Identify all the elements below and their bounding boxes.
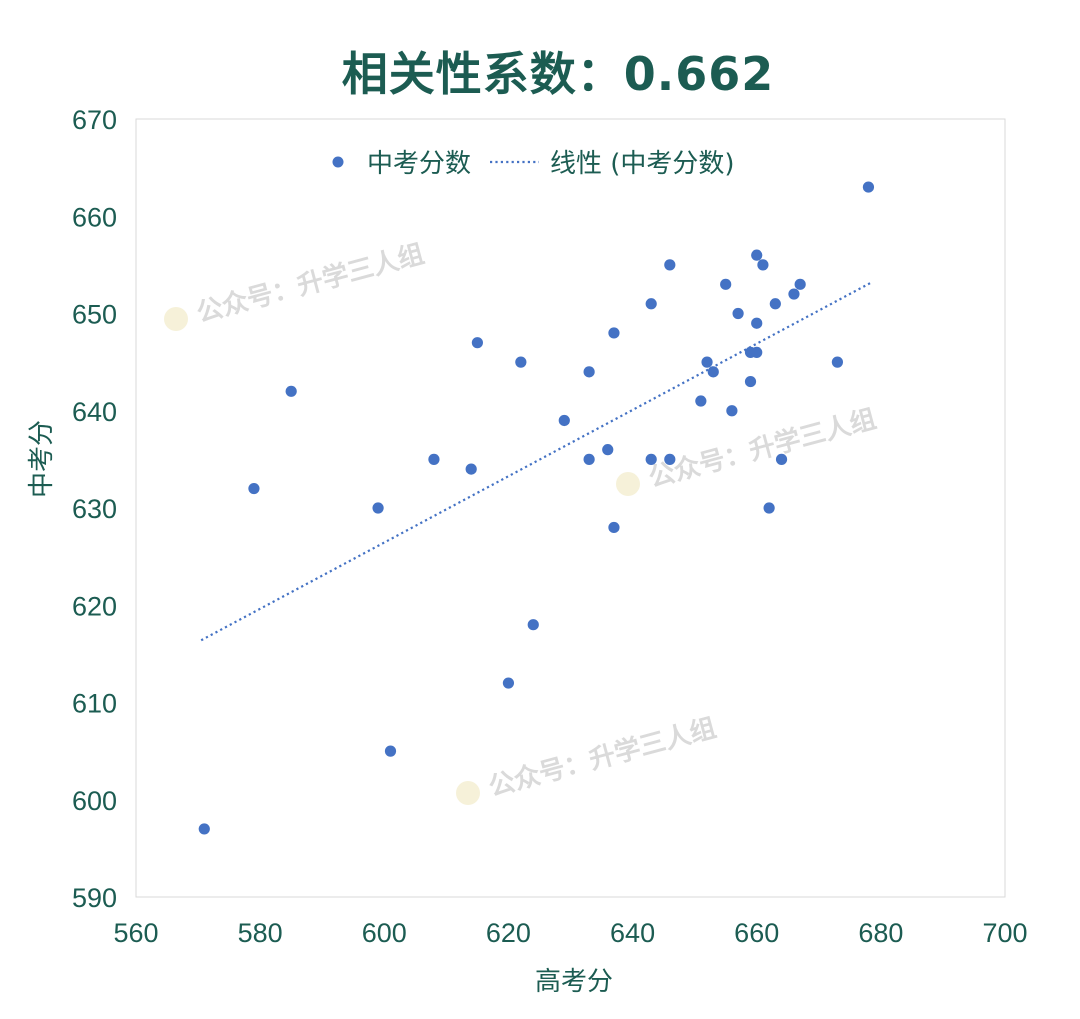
y-tick-label: 660 — [72, 202, 117, 232]
data-point — [831, 356, 844, 368]
y-tick-label: 600 — [72, 786, 117, 816]
x-tick-label: 640 — [610, 918, 655, 948]
x-axis-title: 高考分 — [535, 967, 613, 997]
data-point — [664, 453, 676, 465]
legend: 中考分数 线性 (中考分数) — [332, 149, 735, 179]
legend-marker-icon — [332, 156, 344, 168]
y-tick-label: 640 — [72, 397, 117, 427]
data-point — [248, 482, 260, 495]
data-point — [707, 366, 719, 378]
data-point — [502, 677, 515, 689]
data-point — [757, 259, 769, 271]
data-point — [751, 249, 763, 261]
data-point — [465, 463, 477, 475]
data-point — [602, 444, 614, 456]
y-tick-label: 620 — [72, 591, 117, 621]
data-point — [862, 181, 875, 193]
chart-title: 相关性系数：0.662 — [341, 47, 775, 101]
data-point — [198, 823, 210, 835]
data-point — [763, 502, 775, 514]
data-point — [645, 298, 657, 310]
data-point — [583, 366, 595, 378]
linear-trendline — [200, 281, 873, 642]
watermark-logo-icon — [164, 307, 188, 331]
x-tick-label: 580 — [238, 918, 283, 948]
y-tick-label: 650 — [72, 300, 117, 330]
data-point — [744, 375, 757, 388]
data-point — [726, 405, 738, 417]
data-point — [527, 619, 539, 631]
data-point — [769, 298, 781, 310]
data-point — [645, 453, 657, 465]
data-point — [701, 356, 713, 368]
data-point — [372, 502, 384, 514]
x-axis-ticks: 560 580 600 620 640 660 680 700 — [113, 918, 1027, 948]
y-tick-label: 590 — [72, 883, 117, 913]
data-points — [198, 181, 875, 835]
data-point — [558, 414, 570, 427]
data-point — [788, 288, 800, 300]
x-tick-label: 560 — [113, 918, 158, 948]
y-tick-label: 610 — [72, 689, 117, 719]
x-tick-label: 660 — [734, 918, 779, 948]
data-point — [794, 278, 806, 290]
y-tick-label: 670 — [72, 105, 117, 135]
data-point — [428, 453, 440, 465]
data-point — [732, 307, 744, 320]
x-tick-label: 680 — [858, 918, 903, 948]
data-point — [664, 259, 676, 271]
data-point — [695, 395, 707, 407]
data-point — [775, 453, 788, 465]
data-point — [471, 337, 483, 349]
watermark-logo-icon — [616, 472, 640, 496]
plot-area — [135, 118, 1006, 898]
x-tick-label: 700 — [982, 918, 1027, 948]
y-axis-title: 中考分 — [27, 420, 57, 498]
data-point — [751, 346, 763, 358]
y-axis-ticks: 590 600 610 620 630 640 650 660 670 — [72, 105, 117, 913]
data-point — [583, 453, 595, 465]
legend-trendline-label: 线性 (中考分数) — [550, 149, 735, 179]
data-point — [751, 317, 763, 329]
x-tick-label: 620 — [486, 918, 531, 948]
watermark-logo-icon — [456, 781, 480, 805]
x-tick-label: 600 — [362, 918, 407, 948]
data-point — [608, 327, 620, 339]
data-point — [608, 521, 620, 534]
data-point — [384, 745, 397, 757]
data-point — [720, 278, 732, 290]
data-point — [285, 385, 297, 397]
y-tick-label: 630 — [72, 494, 117, 524]
data-point — [515, 356, 527, 368]
legend-series-label: 中考分数 — [367, 149, 471, 179]
